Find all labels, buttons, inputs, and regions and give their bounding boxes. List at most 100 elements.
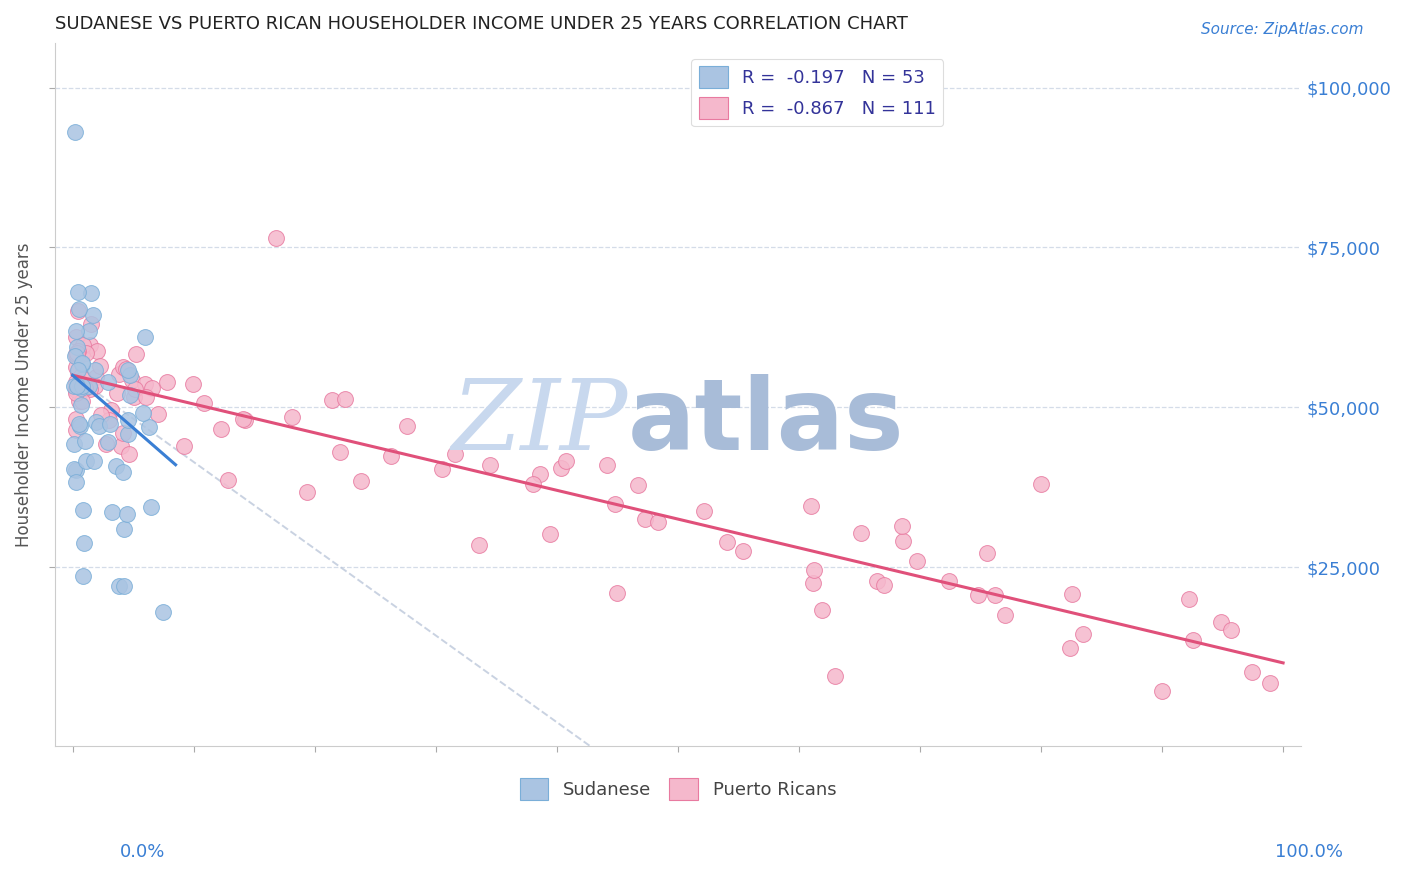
- Text: ZIP: ZIP: [451, 375, 628, 470]
- Point: [693, 504, 716, 518]
- Point: [108, 367, 131, 381]
- Point: [603, 498, 626, 512]
- Point: [112, 579, 135, 593]
- Point: [1220, 623, 1243, 637]
- Point: [522, 477, 544, 491]
- Point: [65, 423, 87, 437]
- Point: [67, 303, 90, 318]
- Point: [98, 417, 121, 431]
- Point: [994, 608, 1017, 623]
- Point: [966, 588, 988, 602]
- Point: [66, 351, 89, 365]
- Point: [321, 393, 343, 408]
- Text: SUDANESE VS PUERTO RICAN HOUSEHOLDER INCOME UNDER 25 YEARS CORRELATION CHART: SUDANESE VS PUERTO RICAN HOUSEHOLDER INC…: [55, 15, 907, 33]
- Point: [111, 465, 134, 479]
- Point: [117, 426, 139, 441]
- Point: [1241, 665, 1264, 679]
- Point: [1062, 586, 1084, 600]
- Point: [65, 324, 87, 338]
- Point: [333, 392, 356, 406]
- Point: [75, 346, 97, 360]
- Point: [65, 412, 87, 426]
- Point: [800, 499, 823, 513]
- Point: [716, 534, 738, 549]
- Point: [380, 450, 402, 464]
- Point: [89, 359, 111, 374]
- Point: [550, 460, 572, 475]
- Point: [112, 522, 135, 536]
- Point: [146, 407, 169, 421]
- Point: [70, 398, 93, 412]
- Point: [107, 579, 129, 593]
- Point: [80, 317, 103, 331]
- Point: [105, 385, 128, 400]
- Point: [264, 231, 287, 245]
- Point: [865, 574, 887, 589]
- Point: [141, 381, 163, 395]
- Point: [124, 382, 146, 396]
- Point: [132, 406, 155, 420]
- Point: [117, 363, 139, 377]
- Point: [70, 369, 93, 384]
- Point: [634, 511, 657, 525]
- Point: [1209, 615, 1232, 629]
- Point: [217, 473, 239, 487]
- Point: [606, 585, 628, 599]
- Point: [73, 536, 96, 550]
- Point: [117, 413, 139, 427]
- Point: [82, 308, 104, 322]
- Point: [209, 422, 232, 436]
- Point: [1059, 640, 1081, 655]
- Point: [111, 426, 134, 441]
- Point: [938, 574, 960, 589]
- Point: [627, 478, 650, 492]
- Point: [139, 500, 162, 515]
- Point: [63, 349, 86, 363]
- Point: [65, 346, 87, 360]
- Point: [80, 286, 103, 301]
- Point: [905, 554, 928, 568]
- Point: [72, 503, 94, 517]
- Point: [72, 347, 94, 361]
- Point: [77, 379, 100, 393]
- Point: [100, 403, 122, 417]
- Point: [596, 458, 619, 472]
- Point: [115, 362, 138, 376]
- Point: [111, 359, 134, 374]
- Point: [65, 347, 87, 361]
- Point: [67, 301, 90, 316]
- Point: [329, 445, 352, 459]
- Text: 0.0%: 0.0%: [120, 843, 165, 861]
- Point: [647, 515, 669, 529]
- Point: [87, 418, 110, 433]
- Text: atlas: atlas: [628, 374, 904, 471]
- Point: [65, 381, 87, 395]
- Point: [65, 463, 87, 477]
- Point: [801, 576, 824, 591]
- Point: [984, 588, 1007, 602]
- Point: [105, 459, 128, 474]
- Point: [67, 363, 90, 377]
- Point: [134, 329, 156, 343]
- Point: [86, 343, 108, 358]
- Point: [66, 340, 89, 354]
- Point: [63, 437, 86, 451]
- Point: [538, 526, 561, 541]
- Point: [281, 410, 304, 425]
- Point: [554, 454, 576, 468]
- Point: [173, 439, 195, 453]
- Point: [66, 285, 89, 299]
- Point: [65, 359, 87, 374]
- Point: [110, 439, 132, 453]
- Point: [73, 434, 96, 448]
- Point: [75, 454, 97, 468]
- Point: [79, 383, 101, 397]
- Point: [65, 376, 87, 390]
- Point: [138, 420, 160, 434]
- Point: [69, 419, 91, 434]
- Point: [156, 375, 179, 389]
- Point: [97, 435, 120, 450]
- Point: [297, 484, 319, 499]
- Point: [444, 447, 467, 461]
- Point: [70, 379, 93, 393]
